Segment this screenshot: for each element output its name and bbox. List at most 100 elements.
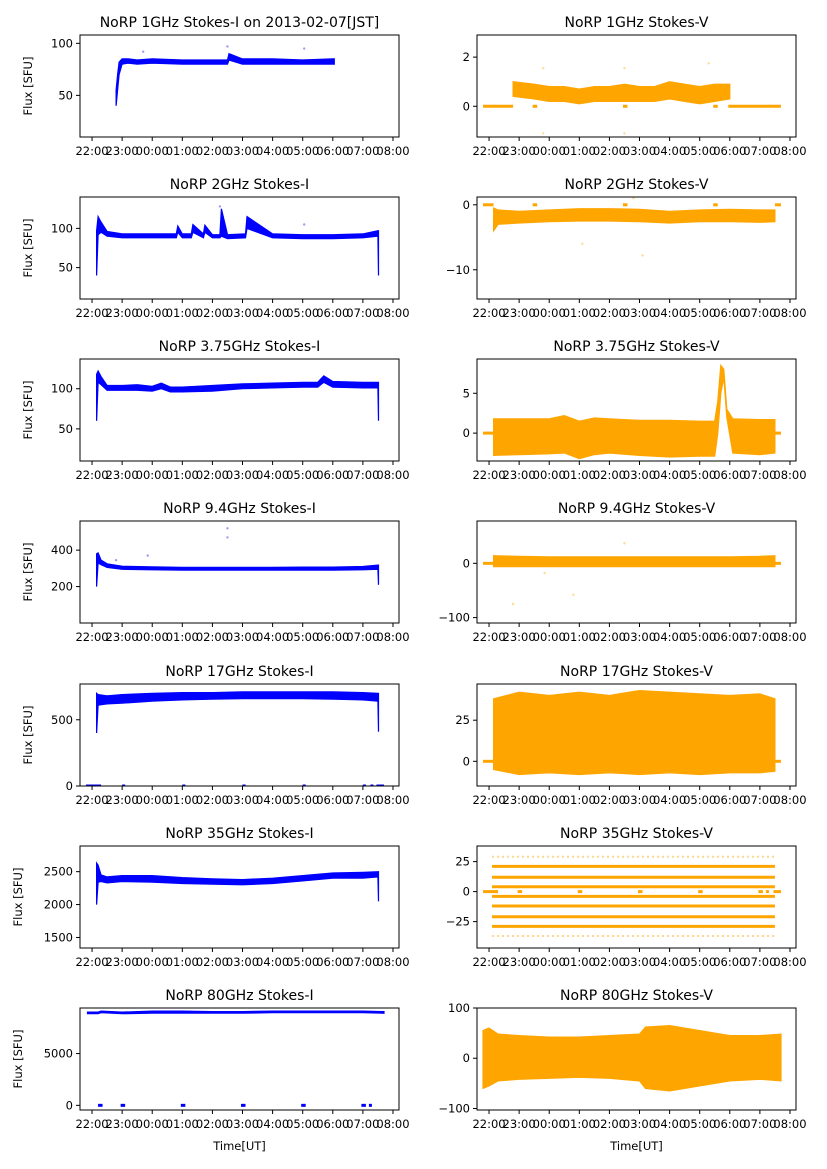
x-tick-label: 03:00	[226, 468, 259, 482]
axes-frame	[476, 683, 797, 787]
x-tick-label: 00:00	[533, 468, 566, 482]
outlier-point	[581, 242, 584, 245]
outlier-point	[114, 558, 118, 562]
subplot-title: NoRP 9.4GHz Stokes-V	[558, 501, 716, 517]
subplot-title: NoRP 17GHz Stokes-I	[165, 664, 313, 680]
x-tick-label: 00:00	[136, 144, 169, 158]
x-tick-label: 23:00	[106, 1117, 139, 1131]
outlier-point	[641, 254, 644, 257]
x-tick-label: 08:00	[773, 1117, 806, 1131]
x-tick-label: 06:00	[316, 1117, 349, 1131]
x-tick-label: 01:00	[166, 955, 199, 969]
x-tick-label: 01:00	[563, 793, 596, 807]
x-tick-label: 04:00	[256, 630, 289, 644]
y-tick-label: 25	[455, 855, 470, 869]
x-tick-label: 23:00	[503, 144, 536, 158]
x-tick-label: 07:00	[743, 144, 776, 158]
y-tick-label: 0	[463, 556, 470, 570]
x-tick-label: 02:00	[196, 468, 229, 482]
x-tick-label: 23:00	[106, 793, 139, 807]
x-tick-label: 06:00	[316, 793, 349, 807]
plot-area	[482, 1024, 782, 1092]
x-tick-label: 06:00	[713, 306, 746, 320]
y-tick-label: 25	[455, 713, 470, 727]
x-tick-label: 07:00	[743, 1117, 776, 1131]
data-band-stokes-v	[493, 363, 776, 460]
x-tick-label: 01:00	[563, 306, 596, 320]
y-axis-label: Flux [SFU]	[21, 706, 35, 765]
subplot-title: NoRP 80GHz Stokes-I	[165, 988, 313, 1004]
plot-area	[115, 45, 335, 106]
outlier-point	[511, 602, 515, 606]
x-tick-label: 08:00	[773, 955, 806, 969]
plot-area	[483, 62, 781, 135]
axes-frame	[79, 845, 400, 949]
y-tick-label: 50	[58, 88, 73, 102]
y-tick-label: 0	[66, 1098, 73, 1112]
x-tick-label: 07:00	[743, 468, 776, 482]
subplot-stokes-i-1: NoRP 2GHz Stokes-I 50 100 22:0023:0000:0001…	[21, 177, 410, 320]
x-tick-label: 03:00	[623, 144, 656, 158]
x-tick-label: 02:00	[196, 793, 229, 807]
outlier-point	[226, 527, 229, 530]
x-tick-label: 05:00	[683, 306, 716, 320]
x-tick-label: 03:00	[226, 793, 259, 807]
x-tick-label: 06:00	[316, 630, 349, 644]
subplot-title: NoRP 1GHz Stokes-I on 2013-02-07[JST]	[100, 15, 380, 31]
x-tick-label: 01:00	[166, 630, 199, 644]
x-tick-label: 02:00	[196, 630, 229, 644]
subplot-stokes-i-4: NoRP 17GHz Stokes-I 0 500 22:0023:0000:0001…	[21, 664, 410, 807]
x-tick-label: 22:00	[472, 955, 505, 969]
x-tick-label: 07:00	[743, 306, 776, 320]
outlier-point	[226, 45, 229, 48]
subplot-stokes-v-0: NoRP 1GHz Stokes-V 0 2 22:0023:0000:0001:00…	[463, 15, 807, 158]
x-tick-label: 00:00	[136, 630, 169, 644]
data-band-stokes-v	[493, 555, 776, 568]
plot-area	[96, 369, 380, 421]
y-tick-label: −10	[446, 263, 470, 277]
subplot-stokes-v-5: NoRP 35GHz Stokes-V −25 0 25 22:0023:0000:00…	[446, 826, 807, 969]
subplot-title: NoRP 2GHz Stokes-V	[564, 177, 708, 193]
x-tick-label: 22:00	[75, 1117, 108, 1131]
x-tick-label: 05:00	[286, 144, 319, 158]
x-tick-label: 03:00	[623, 793, 656, 807]
x-tick-label: 07:00	[346, 793, 379, 807]
axes-frame	[476, 34, 797, 138]
subplot-stokes-i-6: NoRP 80GHz Stokes-I0500022:0023:0000:000…	[11, 988, 410, 1153]
y-tick-label: 0	[463, 426, 470, 440]
x-tick-label: 07:00	[743, 955, 776, 969]
outlier-point	[303, 223, 306, 226]
subplot-stokes-i-5: NoRP 35GHz Stokes-I 1500 2000 2500 22:0023:0…	[11, 826, 410, 969]
x-tick-label: 22:00	[472, 793, 505, 807]
x-tick-label: 04:00	[256, 1117, 289, 1131]
x-tick-label: 02:00	[196, 306, 229, 320]
x-tick-label: 07:00	[346, 1117, 379, 1131]
x-tick-label: 02:00	[196, 955, 229, 969]
x-tick-label: 05:00	[683, 630, 716, 644]
y-tick-label: 0	[463, 885, 470, 899]
y-axis-label: Flux [SFU]	[21, 219, 35, 278]
axes-frame	[476, 845, 797, 949]
y-axis-label: Flux [SFU]	[21, 381, 35, 440]
x-tick-label: 08:00	[376, 955, 409, 969]
y-axis-label: Flux [SFU]	[21, 543, 35, 602]
plot-area	[483, 363, 781, 460]
subplot-stokes-v-1: NoRP 2GHz Stokes-V −10 0 22:0023:0000:0001:…	[446, 177, 807, 320]
x-tick-label: 08:00	[376, 144, 409, 158]
x-tick-label: 05:00	[683, 955, 716, 969]
x-tick-label: 22:00	[472, 306, 505, 320]
x-tick-label: 07:00	[346, 468, 379, 482]
y-tick-label: 1500	[44, 930, 73, 944]
x-tick-label: 23:00	[106, 468, 139, 482]
y-tick-label: 2000	[44, 898, 73, 912]
x-tick-label: 22:00	[472, 144, 505, 158]
x-tick-label: 01:00	[166, 1117, 199, 1131]
x-tick-label: 02:00	[196, 144, 229, 158]
data-band-stokes-i	[86, 1010, 385, 1015]
x-tick-label: 05:00	[286, 793, 319, 807]
axes-frame	[476, 358, 797, 462]
x-tick-label: 02:00	[593, 1117, 626, 1131]
x-tick-label: 07:00	[743, 793, 776, 807]
x-tick-label: 23:00	[106, 955, 139, 969]
